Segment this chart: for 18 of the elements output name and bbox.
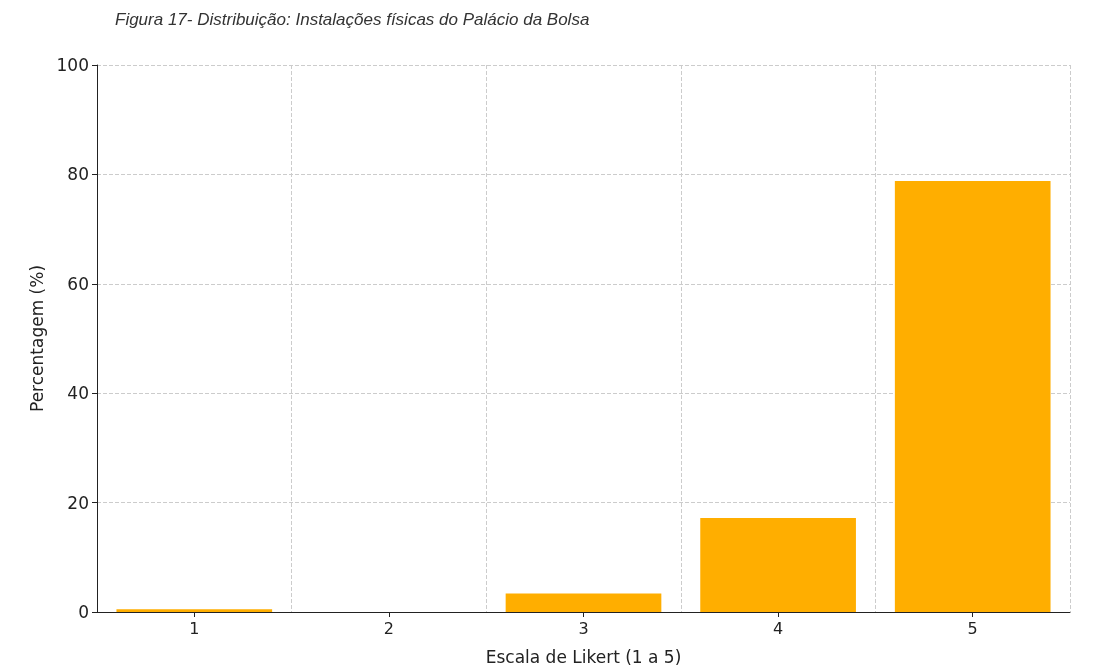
y-tick-label: 0 <box>78 602 89 622</box>
x-tick-label: 4 <box>773 618 784 638</box>
bar <box>700 517 856 612</box>
y-tick-label: 20 <box>67 492 89 513</box>
y-axis-title: Percentagem (%) <box>26 264 47 413</box>
x-tick-label: 1 <box>189 618 200 638</box>
y-tick-label: 60 <box>67 273 89 294</box>
x-tick-label: 2 <box>383 618 394 638</box>
y-tick-label: 80 <box>67 164 89 185</box>
x-tick-label: 3 <box>578 618 589 638</box>
chart-title: Figura 17- Distribuição: Instalações físicas do Palácio da Bolsa <box>115 10 590 29</box>
bar <box>116 609 273 612</box>
y-tick-label: 40 <box>67 383 89 404</box>
bar <box>505 593 662 612</box>
x-tick-label: 5 <box>967 618 978 638</box>
bar <box>894 180 1051 612</box>
x-axis-title: Escala de Likert (1 a 5) <box>485 646 682 667</box>
y-tick-label: 100 <box>56 55 89 75</box>
